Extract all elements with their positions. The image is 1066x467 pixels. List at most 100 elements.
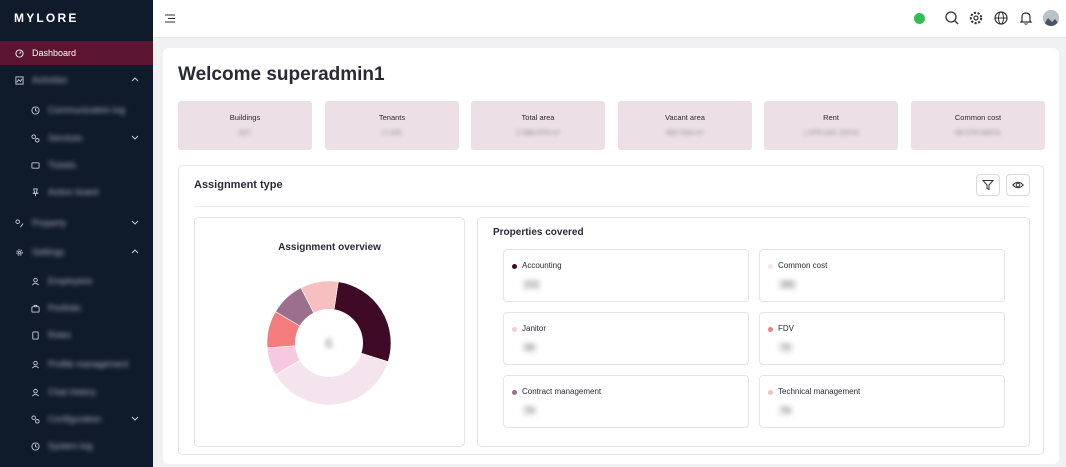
sidebar-item-label: Profile management bbox=[48, 359, 129, 369]
sidebar-item-label: Action board bbox=[48, 187, 99, 197]
sidebar-item-property[interactable]: Property bbox=[0, 211, 153, 235]
sidebar-item-configuration[interactable]: Configuration bbox=[0, 407, 153, 431]
user-icon bbox=[30, 276, 40, 286]
sidebar-item-action-board[interactable]: Action board bbox=[0, 180, 153, 204]
property-value: 70 bbox=[522, 405, 537, 416]
pin-icon bbox=[30, 187, 40, 197]
sidebar-item-services[interactable]: Services bbox=[0, 126, 153, 150]
sidebar-item-communication-log[interactable]: Communication log bbox=[0, 98, 153, 122]
property-value: 282 bbox=[778, 279, 798, 290]
stat-value: 2 068 876 m² bbox=[515, 128, 561, 137]
sidebar-item-label: Communication log bbox=[48, 105, 126, 115]
chat-icon bbox=[30, 387, 40, 397]
gear-icon bbox=[14, 247, 24, 257]
properties-covered-panel: Properties covered Accounting 212 Common… bbox=[477, 217, 1030, 447]
property-card-janitor: Janitor 56 bbox=[503, 312, 749, 365]
sidebar-item-chat-history[interactable]: Chat history bbox=[0, 380, 153, 404]
stat-card-tenants: Tenants 2 105 bbox=[325, 101, 459, 150]
globe-icon[interactable] bbox=[993, 10, 1009, 26]
chevron-up-icon bbox=[131, 77, 139, 82]
sidebar-item-label: Services bbox=[48, 133, 83, 143]
property-card-fdv: FDV 75 bbox=[759, 312, 1005, 365]
property-label: Contract management bbox=[522, 387, 602, 396]
assignment-overview-panel: Assignment overview 6 bbox=[194, 217, 465, 447]
legend-dot bbox=[512, 264, 517, 269]
property-value: 75 bbox=[778, 342, 793, 353]
sidebar-item-system-log[interactable]: System log bbox=[0, 434, 153, 458]
stat-value: 1 375 324 123 kr bbox=[802, 128, 860, 137]
sidebar-item-dashboard[interactable]: Dashboard bbox=[0, 41, 153, 65]
legend-dot bbox=[512, 327, 517, 332]
sidebar-item-label: Portfolio bbox=[48, 303, 82, 313]
sidebar-item-label: Roles bbox=[48, 330, 72, 340]
sidebar-item-profile-management[interactable]: Profile management bbox=[0, 352, 153, 376]
filter-button[interactable] bbox=[976, 174, 1000, 196]
user-avatar[interactable] bbox=[1043, 10, 1059, 26]
sidebar-item-tickets[interactable]: Tickets bbox=[0, 153, 153, 177]
sidebar-item-label: Configuration bbox=[48, 414, 102, 424]
legend-dot bbox=[768, 327, 773, 332]
donut-center-value: 6 bbox=[325, 335, 333, 351]
property-label: Accounting bbox=[522, 261, 562, 270]
stat-label: Total area bbox=[521, 113, 555, 122]
legend-dot bbox=[512, 390, 517, 395]
activities-icon bbox=[14, 75, 24, 85]
role-icon bbox=[30, 330, 40, 340]
gear-icon[interactable] bbox=[968, 10, 984, 26]
sidebar-item-employees[interactable]: Employees bbox=[0, 269, 153, 293]
app-logo: MYLORE bbox=[14, 11, 79, 25]
top-bar bbox=[153, 0, 1066, 38]
sidebar-item-label: Settings bbox=[32, 247, 65, 257]
ticket-icon bbox=[30, 160, 40, 170]
property-card-common-cost: Common cost 282 bbox=[759, 249, 1005, 302]
property-value: 212 bbox=[522, 279, 542, 290]
services-icon bbox=[30, 133, 40, 143]
search-icon[interactable] bbox=[944, 10, 960, 26]
sidebar-item-settings[interactable]: Settings bbox=[0, 240, 153, 264]
property-card-accounting: Accounting 212 bbox=[503, 249, 749, 302]
chevron-up-icon bbox=[131, 249, 139, 254]
profile-icon bbox=[30, 359, 40, 369]
stat-card-vacant-area: Vacant area 402 034 m² bbox=[618, 101, 752, 150]
sidebar: MYLORE Dashboard Activities Communicatio… bbox=[0, 0, 153, 467]
stat-value: 402 034 m² bbox=[666, 128, 704, 137]
stat-label: Common cost bbox=[954, 113, 1002, 122]
eye-icon bbox=[1012, 181, 1024, 189]
legend-dot bbox=[768, 390, 773, 395]
property-value: 56 bbox=[522, 342, 537, 353]
sidebar-item-label: Chat history bbox=[48, 387, 97, 397]
assignment-donut-chart: 6 bbox=[266, 280, 392, 406]
section-title: Assignment type bbox=[194, 179, 283, 191]
bell-icon[interactable] bbox=[1018, 10, 1034, 26]
menu-toggle-icon[interactable] bbox=[165, 14, 175, 23]
page-title: Welcome superadmin1 bbox=[178, 64, 385, 85]
legend-dot bbox=[768, 264, 773, 269]
sidebar-item-roles[interactable]: Roles bbox=[0, 323, 153, 347]
property-icon bbox=[14, 218, 24, 228]
divider bbox=[194, 206, 1030, 207]
stat-value: 2 105 bbox=[382, 128, 402, 137]
dashboard-icon bbox=[14, 48, 24, 58]
dashboard-content: Welcome superadmin1 Buildings 327 Tenant… bbox=[163, 48, 1059, 464]
stat-card-common-cost: Common cost 84 378 349 kr bbox=[911, 101, 1045, 150]
config-icon bbox=[30, 414, 40, 424]
donut-hole bbox=[295, 309, 363, 377]
property-label: Common cost bbox=[778, 261, 828, 270]
stat-card-rent: Rent 1 375 324 123 kr bbox=[764, 101, 898, 150]
sidebar-item-activities[interactable]: Activities bbox=[0, 68, 153, 92]
sidebar-item-portfolio[interactable]: Portfolio bbox=[0, 296, 153, 320]
stat-label: Vacant area bbox=[665, 113, 705, 122]
filter-icon bbox=[982, 180, 994, 191]
log-icon bbox=[30, 441, 40, 451]
property-label: Janitor bbox=[522, 324, 547, 333]
property-label: Technical management bbox=[778, 387, 861, 396]
chevron-down-icon bbox=[131, 416, 139, 421]
chevron-down-icon bbox=[131, 135, 139, 140]
sidebar-item-label: Property bbox=[32, 218, 67, 228]
stat-card-total-area: Total area 2 068 876 m² bbox=[471, 101, 605, 150]
view-button[interactable] bbox=[1006, 174, 1030, 196]
online-status-indicator bbox=[914, 13, 925, 24]
clock-icon bbox=[30, 105, 40, 115]
sidebar-item-label: System log bbox=[48, 441, 93, 451]
sidebar-item-label: Employees bbox=[48, 276, 93, 286]
